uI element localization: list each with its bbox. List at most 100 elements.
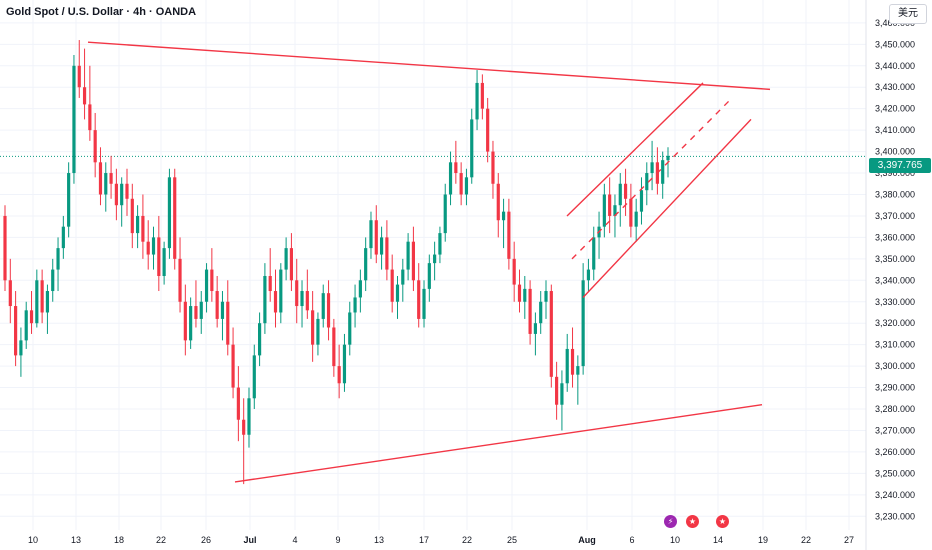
candle-body	[157, 237, 161, 277]
candle-body	[151, 237, 156, 255]
channel-bottom-line[interactable]	[582, 118, 752, 298]
candle-body	[358, 280, 362, 298]
candle-body	[390, 269, 394, 302]
x-tick-label: 22	[801, 535, 811, 545]
x-tick-label: 14	[713, 535, 723, 545]
candle-body	[379, 237, 384, 255]
y-tick-label: 3,440.000	[875, 61, 915, 71]
candle-body	[475, 82, 479, 120]
candle-body	[226, 301, 230, 345]
x-tick-label: 26	[201, 535, 211, 545]
candle-body	[427, 263, 431, 289]
candle-body	[448, 162, 453, 195]
candle-body	[220, 301, 225, 319]
flash-event-icon[interactable]: ⚡	[664, 515, 677, 528]
us-flag-event-icon[interactable]: ★	[686, 515, 699, 528]
candle-body	[252, 355, 256, 399]
candle-body	[61, 226, 65, 249]
candle-body	[438, 233, 442, 255]
time-axis[interactable]: 10 13 18 22 26 Jul 4 9 13 17 22 25 Aug 6 10 14 19 22 27	[28, 535, 854, 545]
candle-body	[35, 280, 39, 324]
y-tick-label: 3,390.000	[875, 168, 915, 178]
currency-button[interactable]: 美元	[889, 4, 927, 24]
candle-body	[539, 301, 543, 324]
candle-body	[311, 310, 315, 345]
candle-body	[8, 280, 12, 307]
x-tick-label: Jul	[243, 535, 256, 545]
candle-body	[29, 310, 34, 324]
candle-body	[199, 301, 203, 319]
candle-body	[433, 254, 437, 264]
candle-body	[401, 269, 405, 285]
candle-body	[114, 183, 118, 206]
candle-body	[613, 205, 617, 216]
candle-body	[602, 194, 606, 227]
lower-triangle-line[interactable]	[234, 404, 763, 483]
candle-body	[316, 318, 320, 345]
channel-top-line[interactable]	[566, 82, 704, 217]
candle-body	[353, 297, 357, 313]
candle-body	[231, 344, 235, 388]
y-tick-label: 3,320.000	[875, 318, 915, 328]
candle-body	[565, 348, 569, 384]
candle-body	[501, 211, 506, 221]
candle-body	[464, 177, 469, 195]
y-tick-label: 3,400.000	[875, 147, 915, 157]
x-tick-label: 22	[156, 535, 166, 545]
x-tick-label: 18	[114, 535, 124, 545]
upper-triangle-line[interactable]	[87, 41, 771, 91]
candle-body	[634, 211, 638, 227]
candle-body	[125, 183, 129, 199]
y-tick-label: 3,380.000	[875, 189, 915, 199]
candle-body	[51, 269, 55, 292]
candle-body	[342, 344, 347, 384]
trendlines-group[interactable]	[87, 41, 771, 483]
candle-body	[136, 215, 140, 234]
y-tick-label: 3,330.000	[875, 297, 915, 307]
candle-body	[45, 291, 50, 313]
candle-body	[162, 248, 166, 277]
x-tick-label: Aug	[578, 535, 596, 545]
candle-body	[72, 65, 76, 174]
candle-body	[300, 291, 304, 307]
y-tick-label: 3,450.000	[875, 39, 915, 49]
candle-body	[374, 220, 378, 255]
candle-body	[496, 183, 500, 221]
x-tick-label: 17	[419, 535, 429, 545]
candle-body	[194, 306, 198, 319]
candle-body	[337, 366, 341, 384]
candle-body	[104, 173, 108, 195]
y-tick-label: 3,370.000	[875, 211, 915, 221]
candle-body	[146, 241, 150, 255]
candle-body	[204, 269, 209, 302]
candle-body	[645, 173, 649, 191]
y-tick-label: 3,270.000	[875, 425, 915, 435]
candle-body	[422, 288, 426, 319]
candle-body	[289, 248, 294, 281]
candle-body	[411, 241, 415, 281]
candle-body	[581, 280, 585, 367]
candle-body	[141, 215, 145, 242]
candle-body	[109, 173, 113, 184]
candle-body	[459, 173, 463, 195]
us-flag-event-icon[interactable]: ★	[716, 515, 729, 528]
candle-body	[24, 310, 28, 341]
candle-body	[661, 160, 665, 184]
x-tick-label: 10	[670, 535, 680, 545]
candle-body	[258, 323, 262, 356]
candle-body	[623, 183, 628, 199]
price-axis[interactable]: 3,460.0003,450.0003,440.0003,430.0003,42…	[865, 0, 915, 550]
candle-body	[56, 248, 60, 270]
candle-body	[406, 241, 410, 270]
candle-body	[470, 119, 474, 178]
candle-body	[167, 177, 172, 249]
candle-body	[247, 398, 251, 435]
candle-body	[533, 323, 537, 334]
channel-mid-dashed-line[interactable]	[571, 97, 733, 260]
candle-body	[443, 194, 447, 234]
candle-body	[326, 293, 331, 328]
candle-body	[560, 383, 564, 405]
candle-body	[305, 291, 309, 311]
candle-body	[629, 198, 633, 227]
